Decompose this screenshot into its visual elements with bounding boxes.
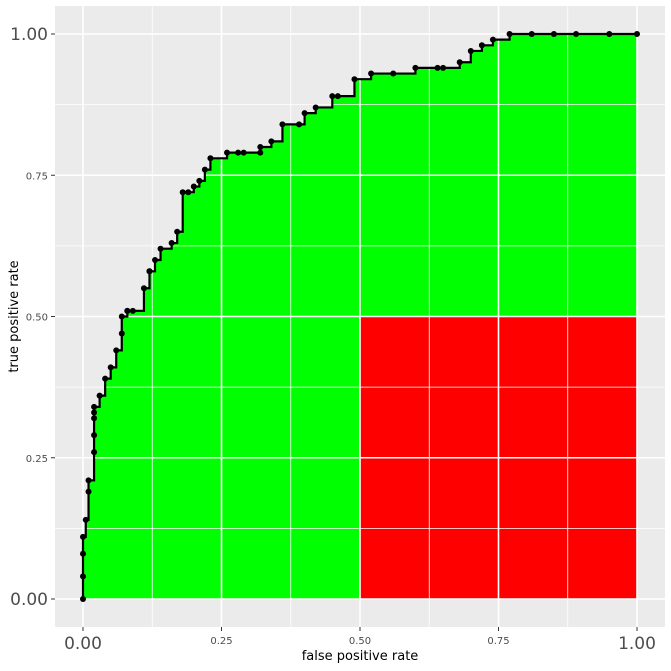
roc-point: [201, 166, 208, 173]
roc-point: [296, 121, 303, 128]
y-tick-label: 0.25: [26, 454, 48, 465]
x-axis: 0.00 0.25 0.50 0.75 1.00: [64, 627, 656, 654]
y-axis: 0.00 0.25 0.50 0.75 1.00: [10, 25, 55, 610]
roc-point: [168, 240, 175, 247]
roc-point: [80, 533, 86, 540]
x-tick-label: 0.00: [64, 634, 102, 654]
roc-point: [489, 36, 496, 43]
x-axis-title: false positive rate: [302, 649, 419, 664]
roc-point: [390, 70, 397, 77]
roc-point: [478, 42, 485, 49]
roc-point: [85, 477, 92, 484]
roc-point: [118, 313, 125, 320]
x-tick-label: 0.75: [487, 636, 509, 647]
roc-point: [190, 183, 197, 190]
roc-point: [91, 409, 98, 416]
roc-point: [157, 245, 164, 252]
roc-point: [91, 415, 98, 422]
x-tick-label: 0.50: [349, 636, 371, 647]
roc-point: [257, 144, 264, 150]
roc-point: [279, 121, 286, 128]
roc-point: [235, 149, 242, 156]
roc-point: [440, 64, 447, 71]
roc-point: [80, 573, 86, 580]
roc-point: [467, 47, 474, 54]
plot-panel: [55, 6, 665, 627]
roc-point: [240, 149, 247, 156]
y-tick-label: 0.75: [26, 171, 48, 182]
roc-point: [351, 76, 358, 83]
roc-point: [207, 155, 214, 162]
roc-point: [573, 31, 580, 37]
y-axis-title: true positive rate: [7, 260, 22, 372]
roc-point: [528, 31, 535, 37]
roc-point: [179, 189, 186, 196]
roc-point: [334, 93, 341, 100]
x-tick-label: 1.00: [618, 634, 656, 654]
roc-point: [140, 285, 147, 292]
roc-point: [80, 550, 86, 557]
roc-point: [85, 488, 92, 495]
roc-point: [82, 516, 89, 523]
roc-point: [146, 268, 153, 275]
roc-point: [506, 31, 513, 37]
roc-point: [224, 149, 231, 156]
roc-point: [124, 307, 131, 314]
roc-point: [174, 228, 181, 235]
roc-point: [185, 189, 192, 196]
roc-point: [91, 432, 98, 439]
roc-point: [606, 31, 613, 37]
roc-point: [152, 257, 159, 263]
roc-point: [550, 31, 557, 37]
roc-point: [129, 307, 136, 314]
roc-point: [312, 104, 319, 111]
y-tick-label: 0.00: [10, 590, 48, 610]
roc-point: [91, 403, 98, 410]
roc-point: [80, 596, 86, 602]
roc-point: [91, 449, 98, 456]
roc-point: [412, 64, 419, 71]
x-tick-label: 0.25: [210, 636, 232, 647]
roc-point: [96, 392, 103, 399]
roc-point: [456, 59, 463, 66]
roc-point: [368, 70, 375, 77]
roc-points: [80, 31, 640, 602]
y-tick-label: 1.00: [10, 25, 48, 45]
roc-point: [118, 330, 125, 337]
roc-point: [329, 93, 336, 100]
y-tick-label: 0.50: [26, 313, 48, 324]
roc-point: [434, 64, 441, 71]
roc-point: [196, 177, 203, 184]
roc-point: [268, 138, 275, 145]
roc-point: [113, 347, 120, 354]
roc-point: [634, 31, 640, 37]
roc-point: [301, 110, 308, 117]
roc-point: [107, 364, 114, 371]
roc-point: [257, 149, 264, 156]
roc-point: [102, 375, 109, 382]
